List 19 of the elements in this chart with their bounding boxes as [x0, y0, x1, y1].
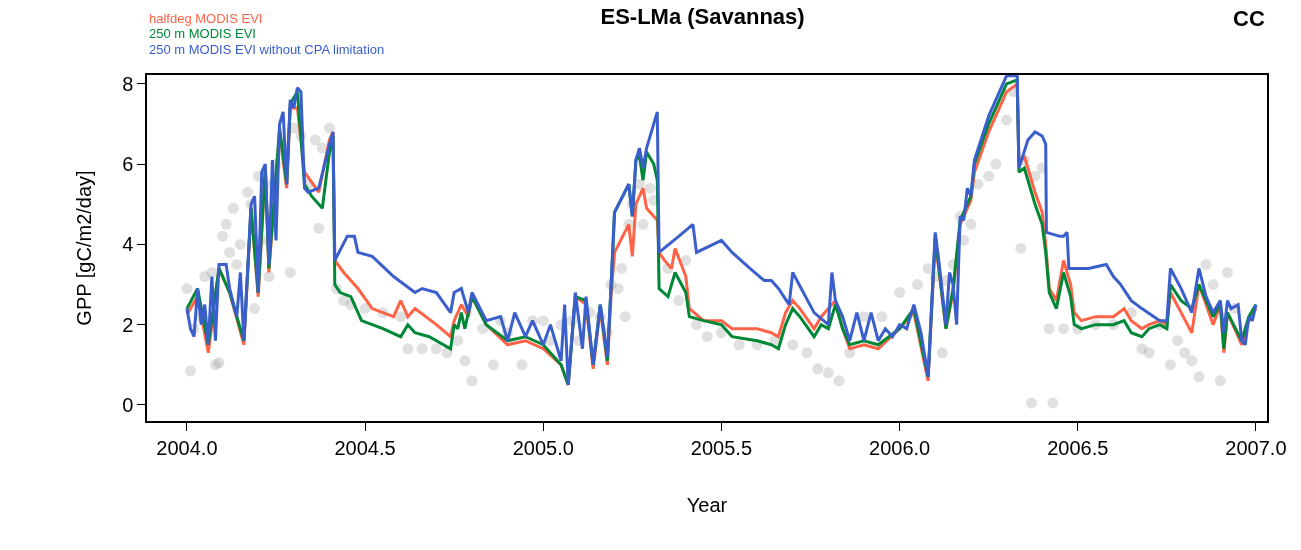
text: 250 m MODIS EVI [149, 26, 256, 41]
x-tick-label: 2006.0 [869, 436, 931, 459]
x-tick-label: 2005.5 [690, 436, 753, 459]
y-tick-label: 4 [122, 233, 134, 256]
x-tick-label: 2005.0 [512, 436, 574, 459]
x-tick-label: 2006.5 [1047, 436, 1109, 459]
x-axis-title: Year [686, 493, 728, 516]
text: 250 m MODIS EVI without CPA limitation [149, 42, 385, 57]
y-tick-label: 6 [122, 153, 134, 176]
y-tick-label: 0 [122, 393, 134, 416]
y-tick-label: 2 [122, 313, 134, 336]
x-tick-label: 2004.0 [156, 436, 218, 459]
chart-title: ES-LMa (Savannas) [600, 3, 805, 29]
x-tick-label: 2004.5 [334, 436, 396, 459]
x-tick-label: 2007.0 [1225, 436, 1287, 459]
y-axis-title: GPP [gC/m2/day] [73, 170, 96, 326]
text: CC [1233, 6, 1265, 31]
y-tick-label: 8 [122, 72, 134, 95]
text: halfdeg MODIS EVI [149, 11, 263, 26]
